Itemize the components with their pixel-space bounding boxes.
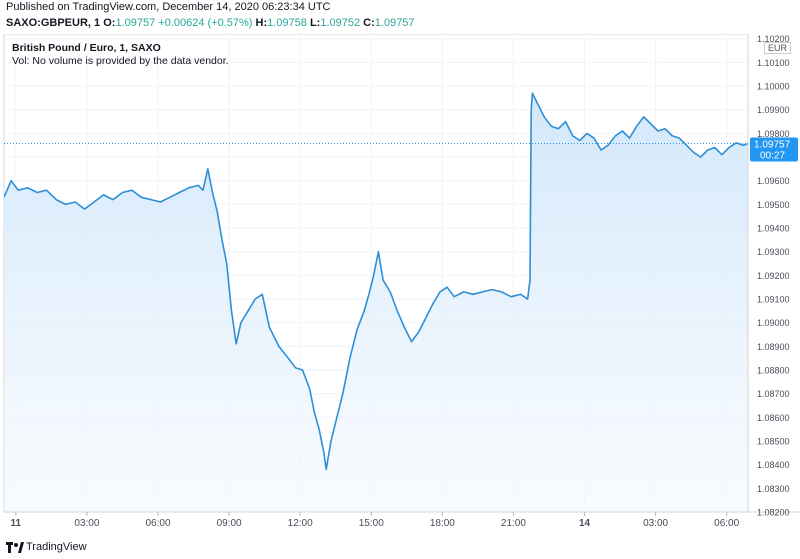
change-value: +0.00624 (+0.57%) xyxy=(158,17,253,29)
y-tick-label: 1.09500 xyxy=(757,200,790,210)
x-tick-label: 09:00 xyxy=(217,518,242,529)
published-note: Published on TradingView.com, December 1… xyxy=(6,1,331,13)
quote-summary: SAXO:GBPEUR, 1 O:1.09757 +0.00624 (+0.57… xyxy=(6,17,415,29)
last-price-label: 1.09757 00:27 xyxy=(750,137,798,162)
y-tick-label: 1.09600 xyxy=(757,176,790,186)
symbol-label[interactable]: SAXO:GBPEUR, 1 xyxy=(6,17,101,29)
last-price-value: 1.09757 xyxy=(754,140,791,151)
y-tick-label: 1.09900 xyxy=(757,105,790,115)
close-label: C: xyxy=(363,17,375,29)
y-tick-label: 1.08800 xyxy=(757,366,790,376)
y-tick-label: 1.09100 xyxy=(757,295,790,305)
price-area-fill xyxy=(4,93,748,512)
y-tick-label: 1.09800 xyxy=(757,129,790,139)
x-tick-label: 15:00 xyxy=(359,518,384,529)
open-label: O: xyxy=(103,17,116,29)
volume-note: Vol: No volume is provided by the data v… xyxy=(12,55,229,67)
y-tick-label: 1.09200 xyxy=(757,271,790,281)
y-tick-label: 1.10100 xyxy=(757,58,790,68)
high-label: H: xyxy=(255,17,268,29)
y-tick-label: 1.08500 xyxy=(757,437,790,447)
y-tick-label: 1.08700 xyxy=(757,389,790,399)
price-line xyxy=(4,92,748,471)
price-chart[interactable]: 1.08200 1.08300 1.08400 1.08500 1.08600 1.087… xyxy=(0,34,800,536)
brand-name[interactable]: TradingView xyxy=(26,541,87,553)
x-tick-label: 06:00 xyxy=(145,518,170,529)
x-tick-label: 12:00 xyxy=(288,518,313,529)
footer-bar xyxy=(0,536,800,559)
close-value: 1.09757 xyxy=(374,17,415,29)
price-axis[interactable]: 1.08200 1.08300 1.08400 1.08500 1.08600 1.087… xyxy=(757,34,790,517)
x-tick-label: 18:00 xyxy=(430,518,455,529)
open-value: 1.09757 xyxy=(115,17,156,29)
y-tick-label: 1.08900 xyxy=(757,342,790,352)
x-tick-label: 11 xyxy=(11,518,22,529)
time-axis[interactable]: 11 03:00 06:00 09:00 12:00 15:00 18:00 21:00 14 0… xyxy=(11,512,740,529)
x-tick-label: 03:00 xyxy=(643,518,668,529)
currency-label[interactable]: EUR xyxy=(764,42,792,54)
y-tick-label: 1.08600 xyxy=(757,413,790,423)
y-tick-label: 1.09400 xyxy=(757,224,790,234)
x-tick-label: 14 xyxy=(579,518,591,529)
y-tick-label: 1.09300 xyxy=(757,247,790,257)
y-tick-label: 1.10000 xyxy=(757,82,790,92)
tradingview-logo-icon xyxy=(6,542,24,553)
header-bar: Published on TradingView.com, December 1… xyxy=(0,0,800,34)
y-tick-label: 1.08300 xyxy=(757,484,790,494)
y-tick-label: 1.08200 xyxy=(757,508,790,518)
chart-legend-title: British Pound / Euro, 1, SAXO xyxy=(12,42,161,54)
countdown-value: 00:27 xyxy=(760,151,785,162)
x-tick-label: 21:00 xyxy=(501,518,526,529)
low-label: L: xyxy=(309,17,321,29)
y-tick-label: 1.09000 xyxy=(757,318,790,328)
high-value: 1.09758 xyxy=(267,17,307,29)
y-tick-label: 1.08400 xyxy=(757,460,790,470)
low-value: 1.09752 xyxy=(320,17,361,29)
x-tick-label: 06:00 xyxy=(714,518,739,529)
y-tick-label: 1.10200 xyxy=(757,34,790,44)
x-tick-label: 03:00 xyxy=(74,518,99,529)
